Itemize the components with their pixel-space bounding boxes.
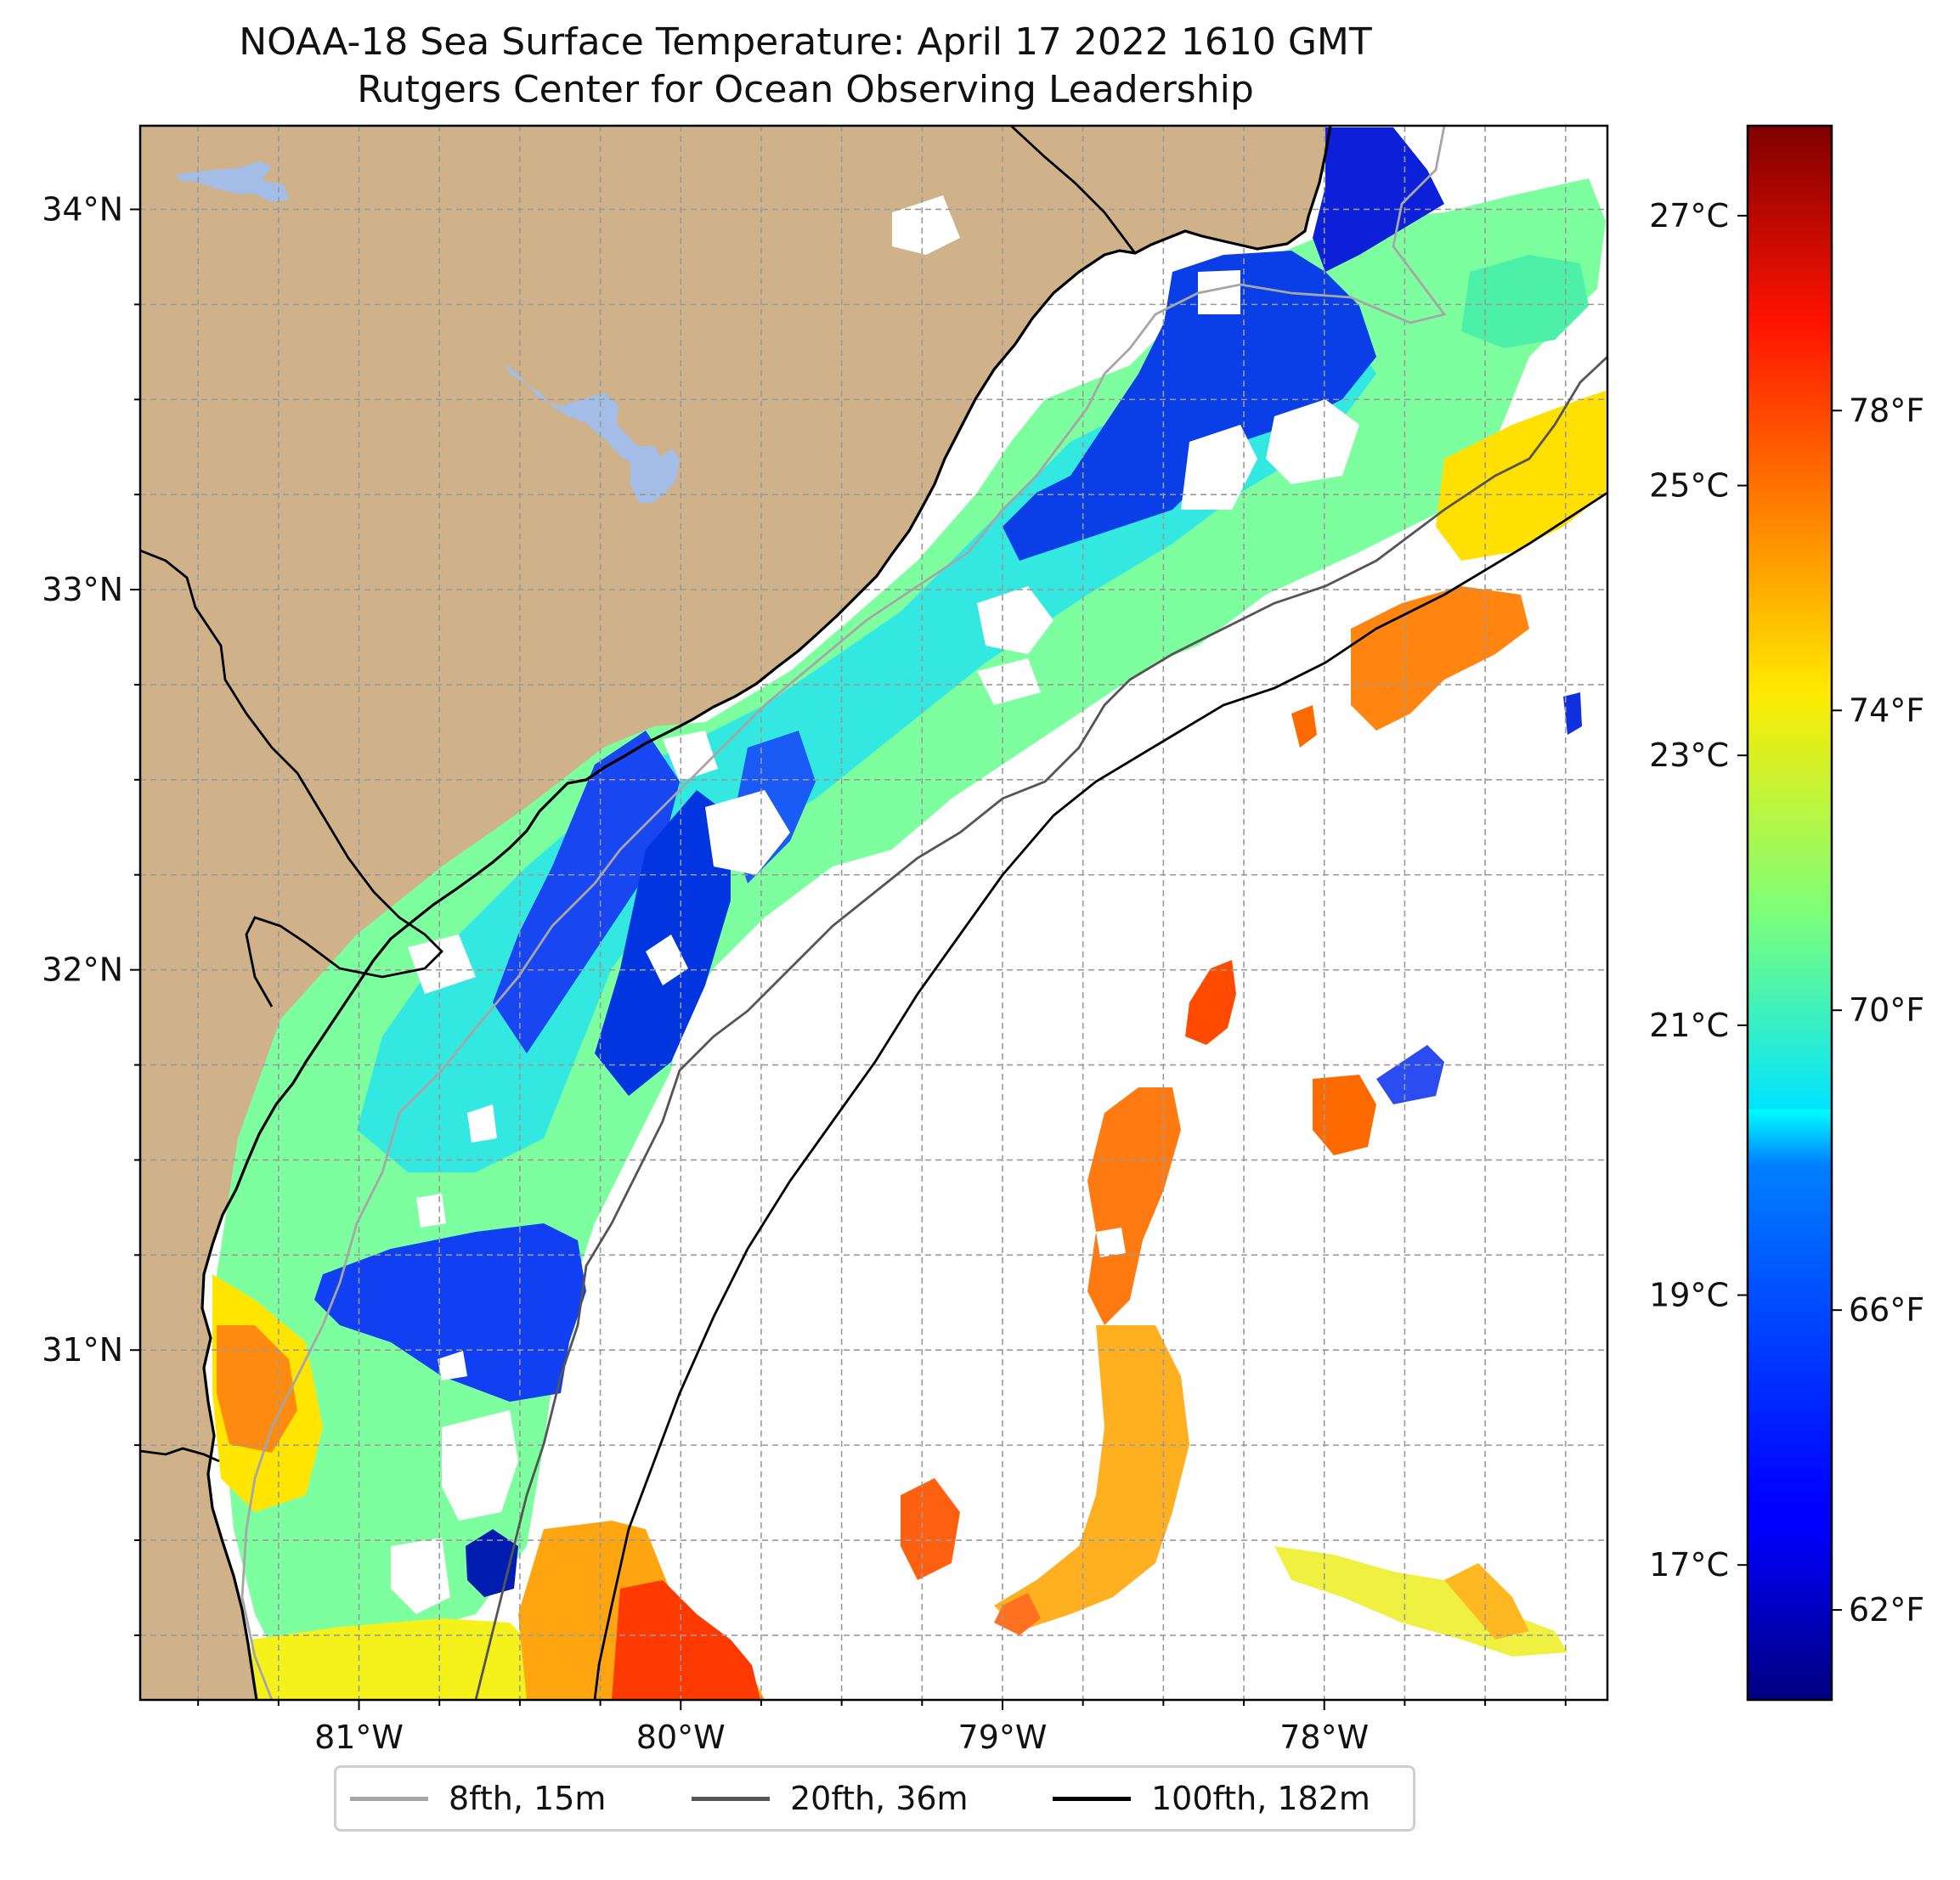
lat-tick-label: 34°N bbox=[42, 190, 123, 228]
sst-ne-yellow bbox=[1436, 391, 1606, 561]
legend-swatch-8fth bbox=[350, 1796, 428, 1801]
map-title: NOAA-18 Sea Surface Temperature: April 1… bbox=[239, 20, 1372, 64]
colorbar-celsius-label: 21°C bbox=[1649, 1007, 1729, 1044]
sst-patch-11 bbox=[1461, 255, 1589, 348]
contour-20fth bbox=[474, 355, 1607, 1700]
lake-north bbox=[177, 161, 289, 202]
colorbar-celsius-axis: 17°C 19°C 21°C 23°C 25°C 27°C bbox=[1649, 197, 1748, 1584]
colorbar-celsius-label: 25°C bbox=[1649, 467, 1729, 505]
lat-tick-label: 33°N bbox=[42, 571, 123, 608]
contour-8fth bbox=[240, 126, 1447, 1700]
coastline bbox=[201, 126, 1332, 1700]
state-border-sc-nc bbox=[1010, 126, 1137, 254]
colorbar-frame bbox=[1746, 124, 1833, 1702]
colorbar-celsius-label: 19°C bbox=[1649, 1277, 1729, 1314]
land-mass bbox=[140, 126, 1330, 1700]
contour-100fth bbox=[593, 491, 1607, 1700]
legend-swatch-20fth bbox=[692, 1796, 770, 1801]
legend-item-100fth: 100fth, 182m bbox=[1053, 1768, 1370, 1829]
sst-ne-orange bbox=[1351, 586, 1529, 731]
latitude-axis: 31°N 32°N 33°N 34°N bbox=[42, 190, 140, 1636]
map-frame bbox=[138, 124, 1609, 1702]
colorbar-celsius-label: 17°C bbox=[1649, 1546, 1729, 1584]
sst-blue-upper bbox=[1313, 127, 1444, 272]
colorbar-fahrenheit-label: 74°F bbox=[1849, 692, 1924, 729]
legend-swatch-100fth bbox=[1053, 1796, 1131, 1801]
legend-item-20fth: 20fth, 36m bbox=[692, 1768, 969, 1829]
colorbar-fahrenheit-label: 70°F bbox=[1849, 991, 1924, 1029]
colorbar-celsius-label: 27°C bbox=[1649, 197, 1729, 234]
legend-label-20fth: 20fth, 36m bbox=[790, 1780, 969, 1817]
colorbar-fahrenheit-label: 78°F bbox=[1849, 392, 1924, 429]
lon-tick-label: 81°W bbox=[314, 1719, 404, 1756]
sst-patch-10 bbox=[1563, 692, 1582, 735]
cloud-mask-holes bbox=[391, 195, 1359, 1614]
sst-patch-9 bbox=[1291, 705, 1317, 748]
lake-marion bbox=[506, 364, 680, 503]
lon-tick-label: 79°W bbox=[958, 1719, 1048, 1756]
state-border-ga-fl bbox=[140, 1447, 220, 1463]
map-subtitle: Rutgers Center for Ocean Observing Leade… bbox=[357, 68, 1254, 111]
lakes bbox=[177, 161, 680, 503]
sst-patch-3b bbox=[1376, 1045, 1444, 1104]
map-area bbox=[140, 126, 1607, 1700]
sst-blue-north bbox=[1003, 251, 1376, 561]
colorbar-celsius-label: 23°C bbox=[1649, 737, 1729, 774]
lon-tick-label: 80°W bbox=[636, 1719, 726, 1756]
colorbar-gradient bbox=[1748, 126, 1832, 1700]
sst-patch-2 bbox=[1087, 1087, 1181, 1325]
colorbar: 17°C 19°C 21°C 23°C 25°C 27°C 62°F 66°F 70°F 74°… bbox=[1649, 124, 1924, 1702]
sst-patch-1 bbox=[1185, 960, 1236, 1045]
sst-blue-south bbox=[314, 1223, 586, 1402]
sst-red-block bbox=[612, 1580, 760, 1700]
sst-yellow-bottom bbox=[251, 1618, 535, 1700]
colorbar-fahrenheit-label: 66°F bbox=[1849, 1291, 1924, 1329]
sst-patch-7 bbox=[1444, 1563, 1529, 1640]
lon-tick-label: 78°W bbox=[1279, 1719, 1369, 1756]
colorbar-fahrenheit-label: 62°F bbox=[1849, 1591, 1924, 1629]
graticule bbox=[140, 126, 1607, 1700]
lat-tick-label: 32°N bbox=[42, 951, 123, 989]
sst-patch-4 bbox=[994, 1325, 1189, 1631]
colorbar-fahrenheit-axis: 62°F 66°F 70°F 74°F 78°F bbox=[1832, 392, 1924, 1629]
sst-orange-sw bbox=[217, 1325, 297, 1453]
sst-patch-3 bbox=[1313, 1075, 1376, 1155]
legend-item-8fth: 8fth, 15m bbox=[350, 1768, 606, 1829]
lat-tick-label: 31°N bbox=[42, 1331, 123, 1369]
state-border bbox=[140, 549, 443, 1008]
sst-field bbox=[212, 127, 1606, 1700]
longitude-axis: 81°W 80°W 79°W 78°W bbox=[197, 1700, 1567, 1756]
legend-label-8fth: 8fth, 15m bbox=[449, 1780, 607, 1817]
contour-legend: 8fth, 15m 20fth, 36m 100fth, 182m bbox=[334, 1765, 1415, 1832]
legend-label-100fth: 100fth, 182m bbox=[1151, 1780, 1370, 1817]
sst-patch-8 bbox=[994, 1593, 1041, 1635]
sst-cyan-band bbox=[357, 323, 1376, 1172]
sst-patch-5 bbox=[901, 1478, 960, 1580]
